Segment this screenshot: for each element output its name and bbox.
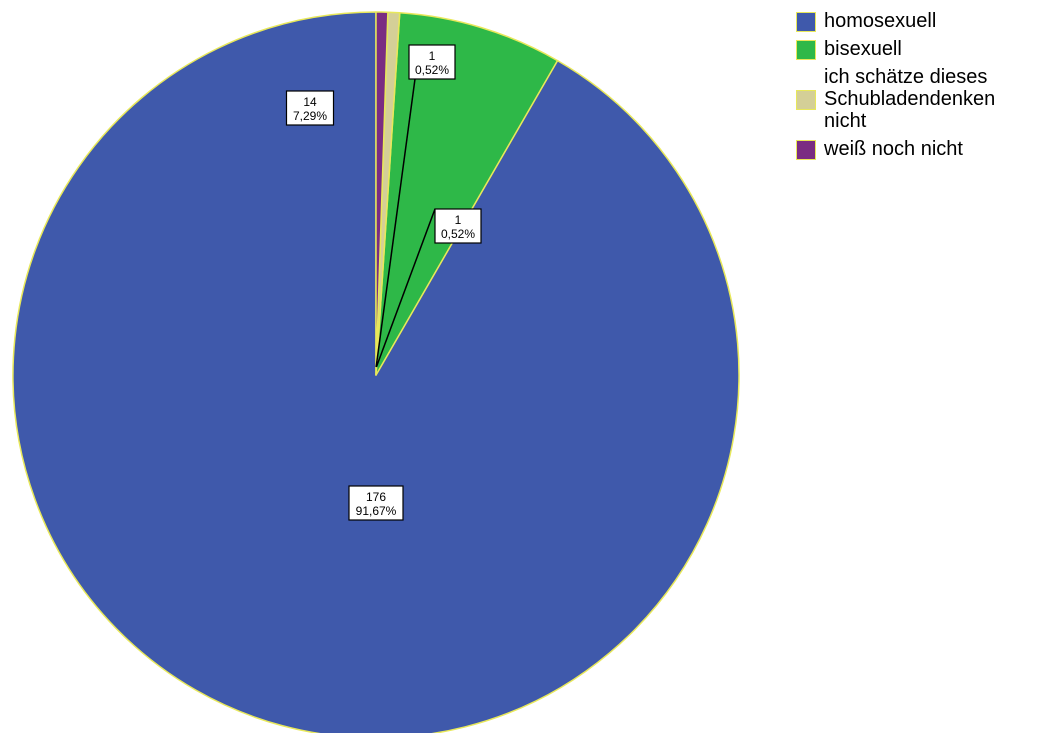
legend-label: ich schätze dieses Schubladendenken nich… [824,66,996,132]
legend-item-ich-schaetze-dieses-schubladendenken-nicht: ich schätze dieses Schubladendenken nich… [796,66,1041,132]
legend-label: weiß noch nicht [824,138,963,160]
legend-item-weiss-noch-nicht: weiß noch nicht [796,138,1041,160]
data-label-ich-schaetze-dieses-schubladendenken-nicht: 10,52% [434,208,482,244]
data-label-count: 14 [303,95,317,109]
legend-swatch [796,40,816,60]
data-label-count: 1 [455,213,462,227]
pie-slice-weiss-noch-nicht [375,11,389,376]
data-label-count: 176 [366,490,386,504]
legend: homosexuell bisexuell ich schätze dieses S… [796,10,1041,166]
pie-slices [12,11,740,733]
legend-item-homosexuell: homosexuell [796,10,1041,32]
data-label-weiss-noch-nicht: 10,52% [408,44,456,80]
data-label-percent: 91,67% [356,504,397,518]
pie-slice-bisexuell [375,12,559,376]
data-label-percent: 0,52% [415,63,449,77]
legend-swatch [796,12,816,32]
data-label-percent: 7,29% [293,109,327,123]
legend-label: homosexuell [824,10,937,32]
data-label-bisexuell: 147,29% [285,90,335,126]
leader-line-ich-schaetze-dieses-schubladendenken-nicht [375,208,436,368]
legend-label: bisexuell [824,38,902,60]
data-label-percent: 0,52% [441,227,475,241]
label-leader-lines [375,78,436,368]
data-label-box [434,208,482,244]
data-label-box [408,44,456,80]
leader-line-weiss-noch-nicht [375,78,416,368]
data-label-count: 1 [429,49,436,63]
data-label-box [285,90,335,126]
legend-swatch [796,140,816,160]
data-label-box [348,485,404,521]
legend-swatch [796,90,816,110]
legend-item-bisexuell: bisexuell [796,38,1041,60]
